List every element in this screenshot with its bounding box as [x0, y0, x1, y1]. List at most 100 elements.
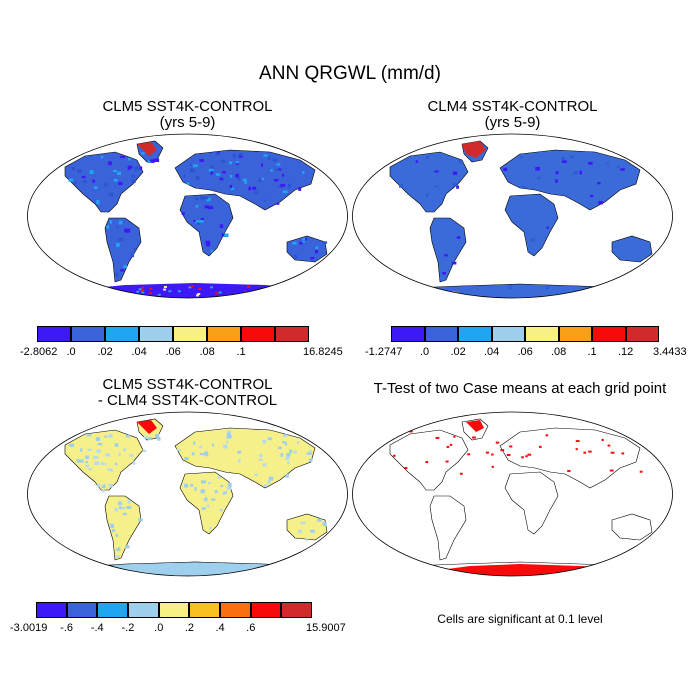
grid-cell — [236, 161, 239, 166]
grid-cell — [104, 183, 108, 187]
significant-cell — [392, 454, 396, 457]
grid-cell — [90, 294, 94, 297]
grid-cell — [298, 187, 302, 191]
colorbar-segment — [458, 326, 492, 342]
colorbar-segment — [241, 326, 275, 342]
grid-cell — [456, 236, 461, 239]
grid-cell — [229, 174, 233, 178]
grid-cell — [434, 170, 439, 173]
map-panel-3 — [27, 411, 348, 577]
colorbar-tick-label: -3.0019 — [10, 622, 48, 634]
grid-cell — [195, 176, 200, 180]
grid-cell — [101, 485, 106, 489]
grid-cell — [204, 205, 210, 209]
landmass-antarctica — [374, 283, 656, 298]
grid-cell — [148, 292, 152, 295]
colorbar-tick-label: .1 — [236, 346, 246, 358]
grid-cell — [191, 452, 195, 456]
grid-cell — [224, 233, 229, 238]
grid-cell — [300, 521, 306, 525]
grid-cell — [85, 461, 89, 464]
antarctica-anomaly — [52, 561, 328, 576]
grid-cell — [220, 485, 224, 488]
grid-cell — [115, 555, 120, 558]
grid-cell — [68, 178, 74, 182]
significant-cell — [610, 451, 615, 454]
grid-cell — [206, 197, 211, 202]
significant-cell — [491, 465, 494, 468]
grid-cell — [93, 291, 97, 294]
grid-cell — [304, 292, 308, 295]
grid-cell — [193, 219, 196, 222]
grid-cell — [292, 241, 297, 245]
grid-cell — [204, 453, 209, 457]
grid-cell — [598, 201, 603, 205]
grid-cell — [225, 440, 229, 444]
grid-cell — [589, 194, 594, 198]
grid-cell — [444, 254, 448, 257]
grid-cell — [252, 186, 257, 190]
grid-cell — [223, 444, 228, 449]
grid-cell — [278, 168, 282, 171]
grid-cell — [186, 182, 190, 185]
significant-cell — [639, 470, 643, 473]
colorbar-3 — [36, 602, 312, 618]
significant-cell — [404, 467, 408, 470]
significant-cell — [467, 453, 471, 456]
significant-cell — [575, 448, 578, 451]
grid-cell — [118, 452, 121, 456]
grid-cell — [82, 180, 88, 184]
grid-cell — [97, 442, 103, 446]
grid-cell — [452, 171, 458, 175]
grid-cell — [314, 250, 318, 254]
panel2-title: CLM4 SST4K-CONTROL (yrs 5-9) — [350, 99, 675, 131]
colorbar-segment — [220, 602, 251, 618]
grid-cell — [296, 441, 300, 444]
landmass-africa — [504, 193, 559, 257]
landmass-south-america — [104, 217, 142, 283]
grid-cell — [79, 294, 83, 297]
colorbar-segment — [37, 326, 71, 342]
panel2-title-line1: CLM4 SST4K-CONTROL — [427, 98, 598, 115]
grid-cell — [102, 489, 105, 493]
grid-cell — [154, 433, 160, 438]
grid-cell — [301, 240, 306, 243]
grid-cell — [118, 506, 122, 509]
significant-cell — [588, 450, 592, 453]
significant-cell — [509, 445, 513, 448]
landmass-south-america — [429, 217, 467, 283]
grid-cell — [415, 160, 419, 163]
grid-cell — [308, 450, 312, 455]
grid-cell — [276, 202, 280, 205]
figure-title: ANN QRGWL (mm/d) — [259, 63, 441, 84]
significant-cell — [567, 470, 571, 473]
grid-cell — [263, 199, 266, 202]
grid-cell — [285, 473, 289, 478]
significant-cell — [445, 460, 449, 463]
grid-cell — [210, 249, 213, 253]
colorbar-segment — [281, 602, 312, 618]
grid-cell — [108, 161, 112, 166]
antarctica-anomaly — [620, 291, 644, 297]
grid-cell — [258, 453, 263, 457]
map-panel-1 — [27, 133, 348, 299]
grid-cell — [236, 176, 241, 180]
grid-cell — [458, 160, 462, 164]
map-border — [27, 411, 348, 577]
grid-cell — [97, 287, 101, 290]
landmass-north-america — [64, 151, 144, 213]
panel3-title: CLM5 SST4K-CONTROL - CLM4 SST4K-CONTROL — [25, 377, 350, 409]
colorbar-segment — [71, 326, 105, 342]
grid-cell — [281, 173, 285, 177]
grid-cell — [267, 480, 271, 484]
grid-cell — [115, 272, 119, 277]
grid-cell — [275, 168, 279, 171]
panel4-title-line1: T-Test of two Case means at each grid po… — [373, 380, 667, 397]
grid-cell — [117, 502, 123, 505]
grid-cell — [140, 289, 144, 292]
landmass-australia — [286, 513, 328, 541]
grid-cell — [282, 440, 286, 444]
grid-cell — [262, 463, 267, 467]
grid-cell — [122, 512, 127, 516]
grid-cell — [227, 483, 232, 487]
